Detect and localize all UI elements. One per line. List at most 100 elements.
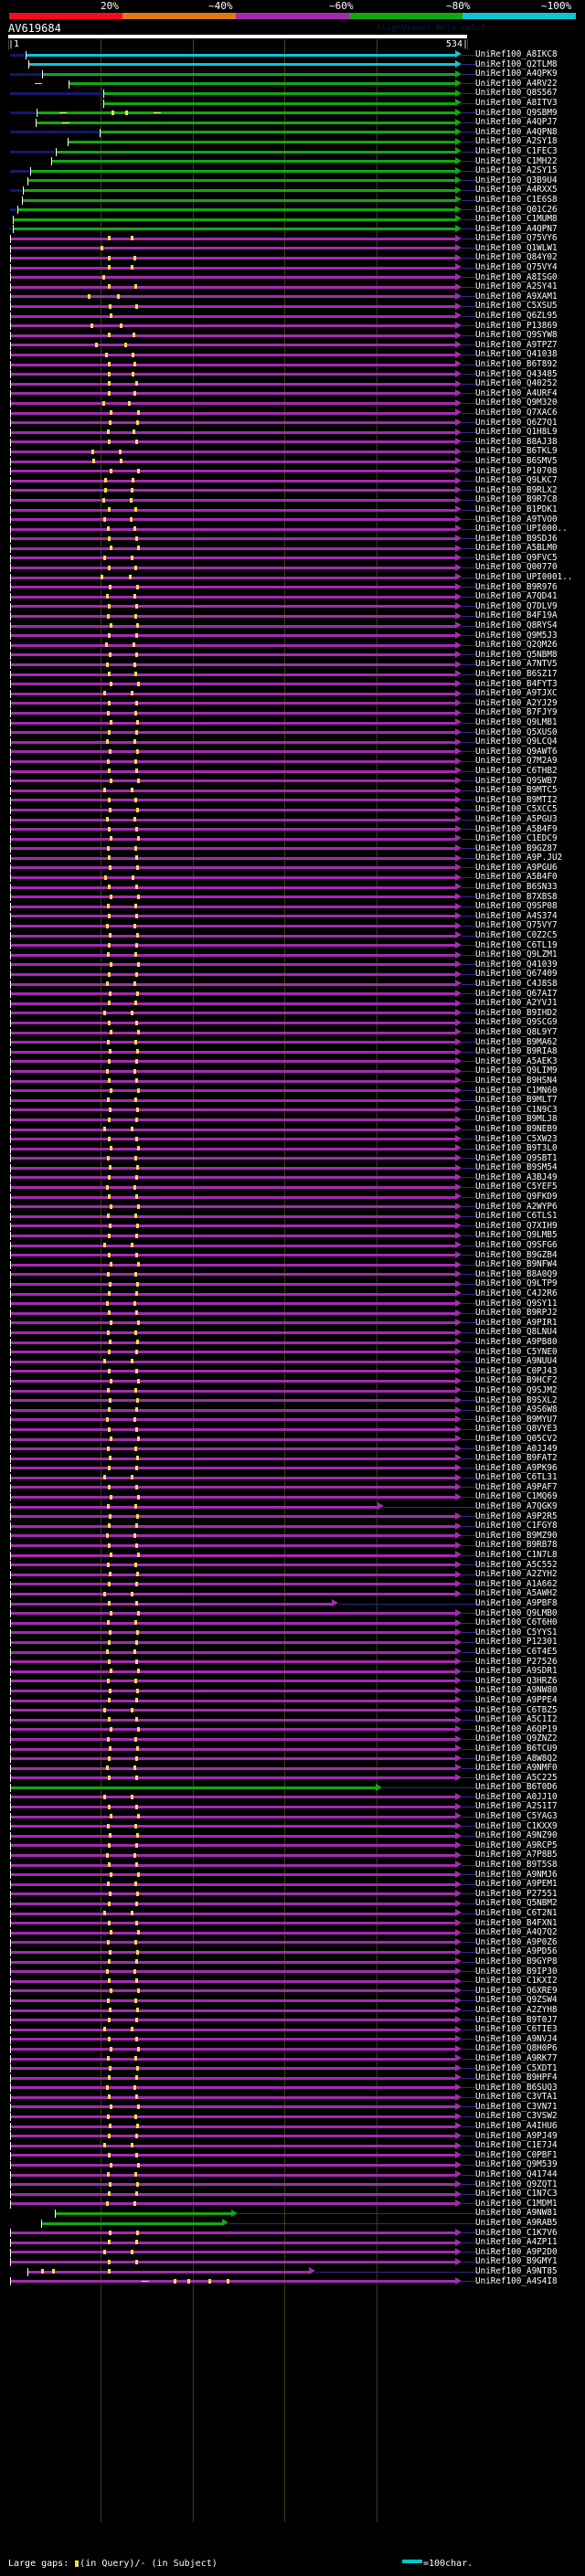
hit-accession-label[interactable]: UniRef100_C4J8S8 xyxy=(475,979,558,989)
hit-row[interactable]: UniRef100_Q7M2A9 xyxy=(0,756,585,767)
hit-accession-label[interactable]: UniRef100_B6TCU9 xyxy=(475,1743,558,1754)
hit-row[interactable]: UniRef100_A7QGK9 xyxy=(0,1501,585,1512)
hit-row[interactable]: UniRef100_C1KXX9 xyxy=(0,1820,585,1832)
hit-accession-label[interactable]: UniRef100_Q9SYW8 xyxy=(475,330,558,341)
hit-accession-label[interactable]: UniRef100_C1MQ69 xyxy=(475,1491,558,1502)
hit-accession-label[interactable]: UniRef100_C5XSU5 xyxy=(475,301,558,312)
hsp-bar[interactable] xyxy=(11,2086,456,2090)
hit-row[interactable]: UniRef100_C3VTA1 xyxy=(0,2092,585,2103)
hsp-bar[interactable] xyxy=(11,2095,456,2099)
hit-row[interactable]: UniRef100_A5PGU3 xyxy=(0,814,585,825)
hit-accession-label[interactable]: UniRef100_Q9LCQ4 xyxy=(475,737,558,747)
hit-accession-label[interactable]: UniRef100_Q01C26 xyxy=(475,204,558,215)
hit-accession-label[interactable]: UniRef100_C5XCC5 xyxy=(475,804,558,815)
hit-accession-label[interactable]: UniRef100_C1MN60 xyxy=(475,1085,558,1096)
hsp-bar[interactable] xyxy=(11,2183,456,2187)
hit-accession-label[interactable]: UniRef100_C6TLS1 xyxy=(475,1211,558,1222)
hit-accession-label[interactable]: UniRef100_B9SDJ6 xyxy=(475,533,558,544)
hit-accession-label[interactable]: UniRef100_B9T3L0 xyxy=(475,1143,558,1154)
hsp-bar[interactable] xyxy=(11,721,456,725)
hit-row[interactable]: UniRef100_C1MN60 xyxy=(0,1085,585,1097)
hsp-bar[interactable] xyxy=(11,702,456,705)
hsp-bar[interactable] xyxy=(11,1979,456,1983)
hit-row[interactable]: UniRef100_B9R7C8 xyxy=(0,494,585,505)
hit-accession-label[interactable]: UniRef100_Q5NBM2 xyxy=(475,1898,558,1909)
hsp-bar[interactable] xyxy=(11,1640,456,1644)
hit-accession-label[interactable]: UniRef100_B9RLX2 xyxy=(475,484,558,495)
hit-accession-label[interactable]: UniRef100_Q3HRZ6 xyxy=(475,1675,558,1686)
hit-row[interactable]: UniRef100_Q2TLM8 xyxy=(0,59,585,70)
hit-row[interactable]: UniRef100_Q5NBM2 xyxy=(0,1898,585,1909)
hsp-bar[interactable] xyxy=(11,866,456,870)
hit-row[interactable]: UniRef100_Q9LMB5 xyxy=(0,1230,585,1241)
hit-row[interactable]: UniRef100_B9FAT2 xyxy=(0,1453,585,1464)
hit-row[interactable]: UniRef100_C1MH22 xyxy=(0,156,585,167)
hsp-bar[interactable] xyxy=(11,1660,456,1664)
hit-accession-label[interactable]: UniRef100_B6T892 xyxy=(475,359,558,369)
hit-row[interactable]: UniRef100_C1N7C3 xyxy=(0,2189,585,2200)
hit-accession-label[interactable]: UniRef100_Q9LKC7 xyxy=(475,475,558,486)
hit-row[interactable]: UniRef100_P13869 xyxy=(0,321,585,332)
hit-row[interactable]: UniRef100_B6TKL9 xyxy=(0,446,585,457)
hit-accession-label[interactable]: UniRef100_Q43485 xyxy=(475,368,558,379)
hsp-bar[interactable] xyxy=(11,2038,456,2041)
hsp-bar[interactable] xyxy=(11,1098,456,1102)
hit-row[interactable]: UniRef100_A9PGU6 xyxy=(0,863,585,874)
hit-row[interactable]: UniRef100_C5XW23 xyxy=(0,1134,585,1145)
hit-row[interactable]: UniRef100_Q41744 xyxy=(0,2169,585,2180)
hsp-bar[interactable] xyxy=(11,1564,456,1567)
hit-accession-label[interactable]: UniRef100_B1PDK1 xyxy=(475,504,558,514)
hsp-bar[interactable] xyxy=(11,653,456,657)
hit-row[interactable]: UniRef100_A2WYP6 xyxy=(0,1202,585,1213)
hsp-bar[interactable] xyxy=(11,595,456,599)
hsp-bar[interactable] xyxy=(11,1205,456,1209)
hsp-bar[interactable] xyxy=(11,1825,456,1829)
hit-row[interactable]: UniRef100_A9PB80 xyxy=(0,1337,585,1348)
hit-accession-label[interactable]: UniRef100_Q9ZNZ2 xyxy=(475,1733,558,1744)
hit-accession-label[interactable]: UniRef100_B6SZ17 xyxy=(475,669,558,679)
hsp-bar[interactable] xyxy=(11,1186,456,1190)
hit-row[interactable]: UniRef100_Q6Z7Q1 xyxy=(0,418,585,429)
hit-row[interactable]: UniRef100_B9T0J7 xyxy=(0,2015,585,2026)
hit-row[interactable]: UniRef100_B9MLT7 xyxy=(0,1095,585,1106)
hit-row[interactable]: UniRef100_UPI000.. xyxy=(0,524,585,535)
hit-accession-label[interactable]: UniRef100_Q75VY4 xyxy=(475,262,558,273)
hit-row[interactable]: UniRef100_Q5XUS0 xyxy=(0,726,585,738)
hit-accession-label[interactable]: UniRef100_A0JJ10 xyxy=(475,1791,558,1802)
hit-row[interactable]: UniRef100_C1K7V6 xyxy=(0,2228,585,2239)
hit-row[interactable]: UniRef100_Q9LTP9 xyxy=(0,1278,585,1289)
hit-accession-label[interactable]: UniRef100_C0Z2C5 xyxy=(475,930,558,941)
hit-row[interactable]: UniRef100_C3VN71 xyxy=(0,2102,585,2113)
hit-row[interactable]: UniRef100_B9HPF4 xyxy=(0,2072,585,2083)
hsp-bar[interactable] xyxy=(11,1815,456,1818)
hit-row[interactable]: UniRef100_A4ZP11 xyxy=(0,2237,585,2248)
hsp-bar[interactable] xyxy=(11,354,456,356)
hit-accession-label[interactable]: UniRef100_Q75VY7 xyxy=(475,920,558,931)
hit-accession-label[interactable]: UniRef100_B9HSN4 xyxy=(475,1075,558,1086)
hsp-bar[interactable] xyxy=(11,1467,456,1470)
hit-row[interactable]: UniRef100_C4J2R6 xyxy=(0,1288,585,1299)
hsp-bar[interactable] xyxy=(11,1408,456,1412)
hit-accession-label[interactable]: UniRef100_B6SN33 xyxy=(475,882,558,893)
hit-row[interactable]: UniRef100_A2SY15 xyxy=(0,165,585,176)
hsp-bar[interactable] xyxy=(11,1370,456,1373)
hit-row[interactable]: UniRef100_A4S374 xyxy=(0,911,585,922)
hit-accession-label[interactable]: UniRef100_Q41038 xyxy=(475,349,558,360)
hit-accession-label[interactable]: UniRef100_B9SXL2 xyxy=(475,1394,558,1405)
hit-row[interactable]: UniRef100_Q3B9U4 xyxy=(0,175,585,186)
hit-row[interactable]: UniRef100_B9MTI2 xyxy=(0,795,585,806)
hsp-bar[interactable] xyxy=(11,1776,456,1780)
hit-accession-label[interactable]: UniRef100_C1KXX9 xyxy=(475,1820,558,1831)
hsp-bar[interactable] xyxy=(11,1457,456,1460)
hit-accession-label[interactable]: UniRef100_Q5XUS0 xyxy=(475,726,558,737)
hsp-bar[interactable] xyxy=(101,131,456,134)
hit-accession-label[interactable]: UniRef100_Q9LMB0 xyxy=(475,1607,558,1618)
hit-accession-label[interactable]: UniRef100_B9MYU7 xyxy=(475,1414,558,1425)
hit-accession-label[interactable]: UniRef100_C6TIE3 xyxy=(475,2024,558,2035)
hsp-bar[interactable] xyxy=(11,440,456,444)
hsp-bar[interactable] xyxy=(11,992,456,996)
hit-accession-label[interactable]: UniRef100_B4FXN1 xyxy=(475,1917,558,1928)
hit-row[interactable]: UniRef100_Q9SY11 xyxy=(0,1299,585,1309)
hit-row[interactable]: UniRef100_Q8RYS4 xyxy=(0,620,585,631)
hit-accession-label[interactable]: UniRef100_B8A0Q9 xyxy=(475,1268,558,1279)
